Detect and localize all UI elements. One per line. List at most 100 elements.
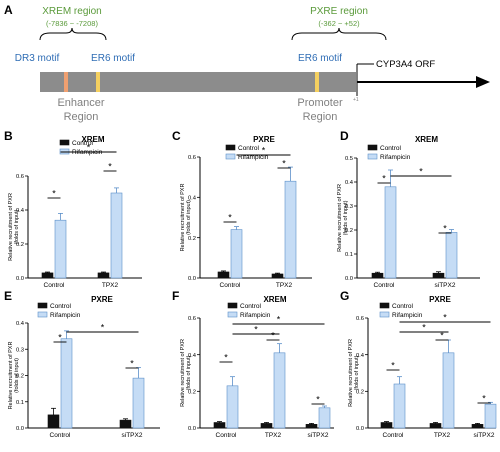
x-tick-label: Control [44, 282, 66, 289]
orf-label: CYP3A4 ORF [376, 59, 435, 70]
bar-rifampicin [393, 383, 406, 429]
significance-star: * [277, 315, 281, 325]
chart-panels: B XREMControlRifampicin0.00.20.40.6Relati… [4, 129, 497, 439]
legend-swatch-rifampicin [227, 311, 238, 318]
orf-arrowhead [476, 76, 490, 88]
legend-label: Rifampicin [392, 312, 423, 319]
legend: Control Rifampicin [379, 302, 423, 319]
y-tick-label: 0.2 [188, 236, 196, 242]
bar-rifampicin [445, 232, 458, 279]
significance-star: * [271, 331, 275, 341]
significance-star: * [130, 359, 134, 369]
legend-swatch-control [379, 302, 390, 309]
chart-panel-d: D XREM Control Rifampicin 0.0 0.1 0.2 0.3 0.4 0.5… [337, 129, 480, 289]
significance-star: * [316, 395, 320, 405]
bar-rifampicin [132, 377, 145, 429]
bar-rifampicin [484, 403, 497, 429]
chart-title: XREM [263, 295, 286, 304]
y-tick-label: 0.3 [16, 347, 24, 353]
y-tick-label: 0.2 [188, 390, 196, 396]
significance-star: * [440, 331, 444, 341]
y-axis-label: Relative recruitment of PXR [180, 184, 186, 252]
significance-star: * [101, 323, 105, 333]
x-tick-label: siTPX2 [308, 432, 329, 439]
legend-label: Control [380, 145, 402, 152]
chart-panel-c: C PXREControlRifampicin0.00.20.40.6Relati… [172, 129, 312, 289]
significance-star: * [391, 361, 395, 371]
legend-label: Control [72, 140, 94, 147]
y-tick-label: 0.4 [16, 208, 25, 214]
y-axis-label-unit: (folds of input) [186, 200, 192, 235]
y-tick-label: 0.4 [345, 180, 354, 186]
y-tick-label: 0.0 [356, 426, 364, 432]
legend-label: Control [238, 145, 260, 152]
legend-label: Control [392, 303, 414, 310]
y-tick-label: 0.6 [188, 316, 196, 322]
x-tick-label: siTPX2 [435, 282, 456, 289]
x-tick-label: TPX2 [434, 432, 451, 439]
xrem-brace [39, 27, 107, 41]
y-axis-label-unit: (folds of input) [14, 209, 20, 244]
bar-rifampicin [284, 180, 297, 279]
x-tick-label: Control [374, 282, 396, 289]
bar-rifampicin [318, 407, 331, 429]
x-tick-label: TPX2 [276, 282, 293, 289]
bar-control [305, 424, 318, 429]
legend-label: Rifampicin [50, 312, 81, 319]
bar-rifampicin [226, 385, 239, 429]
chart-title: PXRE [91, 295, 113, 304]
legend-swatch-control [227, 302, 238, 309]
y-axis-label-unit: (folds of input) [354, 355, 360, 390]
xrem-region-label: XREM region [42, 6, 101, 17]
panel-letter: D [340, 129, 349, 143]
bar-control [380, 422, 393, 429]
significance-star: * [422, 323, 426, 333]
bar-rifampicin [110, 192, 123, 279]
legend: Control Rifampicin [59, 139, 103, 156]
panel-letter: F [172, 289, 179, 303]
significance-star: * [108, 162, 112, 172]
y-tick-label: 0.2 [345, 228, 353, 234]
x-tick-label: siTPX2 [474, 432, 495, 439]
significance-star: * [228, 213, 232, 223]
y-tick-label: 0.6 [356, 316, 364, 322]
bar-control [471, 424, 484, 429]
legend: Control Rifampicin [227, 302, 271, 319]
y-tick-label: 0.2 [16, 242, 24, 248]
y-tick-label: 0.4 [188, 196, 197, 202]
bar-control [213, 422, 226, 429]
y-axis-label: Relative recruitment of PXR [180, 339, 186, 407]
y-tick-label: 0.1 [16, 400, 24, 406]
bar-rifampicin [442, 352, 455, 429]
er6-motif-label-xrem: ER6 motif [91, 53, 135, 64]
pxre-brace [291, 27, 387, 41]
bar-rifampicin [60, 338, 73, 429]
chart-title: PXRE [253, 135, 275, 144]
legend-label: Rifampicin [72, 149, 103, 156]
y-tick-label: 0.2 [16, 374, 24, 380]
er6-motif-box-pxre [315, 72, 319, 92]
x-tick-label: Control [220, 282, 242, 289]
pxre-region-label: PXRE region [310, 6, 368, 17]
significance-star: * [52, 189, 56, 199]
gene-bar [40, 72, 356, 92]
panel-a: A XREM region (-7836 ~ -7208) PXRE regio… [4, 3, 490, 123]
legend-swatch-rifampicin [59, 148, 70, 155]
x-tick-label: siTPX2 [122, 432, 143, 439]
chart-title: PXRE [429, 295, 451, 304]
bar-control [47, 414, 60, 429]
promoter-label: Promoter [297, 97, 343, 109]
legend-swatch-rifampicin [225, 153, 236, 160]
legend-swatch-control [367, 144, 378, 151]
y-axis-label: Relative recruitment of PXR [348, 339, 354, 407]
significance-star: * [58, 333, 62, 343]
panel-letter: G [340, 289, 349, 303]
panel-a-letter: A [4, 3, 13, 17]
significance-star: * [482, 394, 486, 404]
tss-plus1-label: +1 [353, 97, 359, 103]
bar-control [429, 423, 442, 429]
bar-control [41, 272, 54, 279]
panel-letter: C [172, 129, 181, 143]
legend-label: Rifampicin [240, 312, 271, 319]
